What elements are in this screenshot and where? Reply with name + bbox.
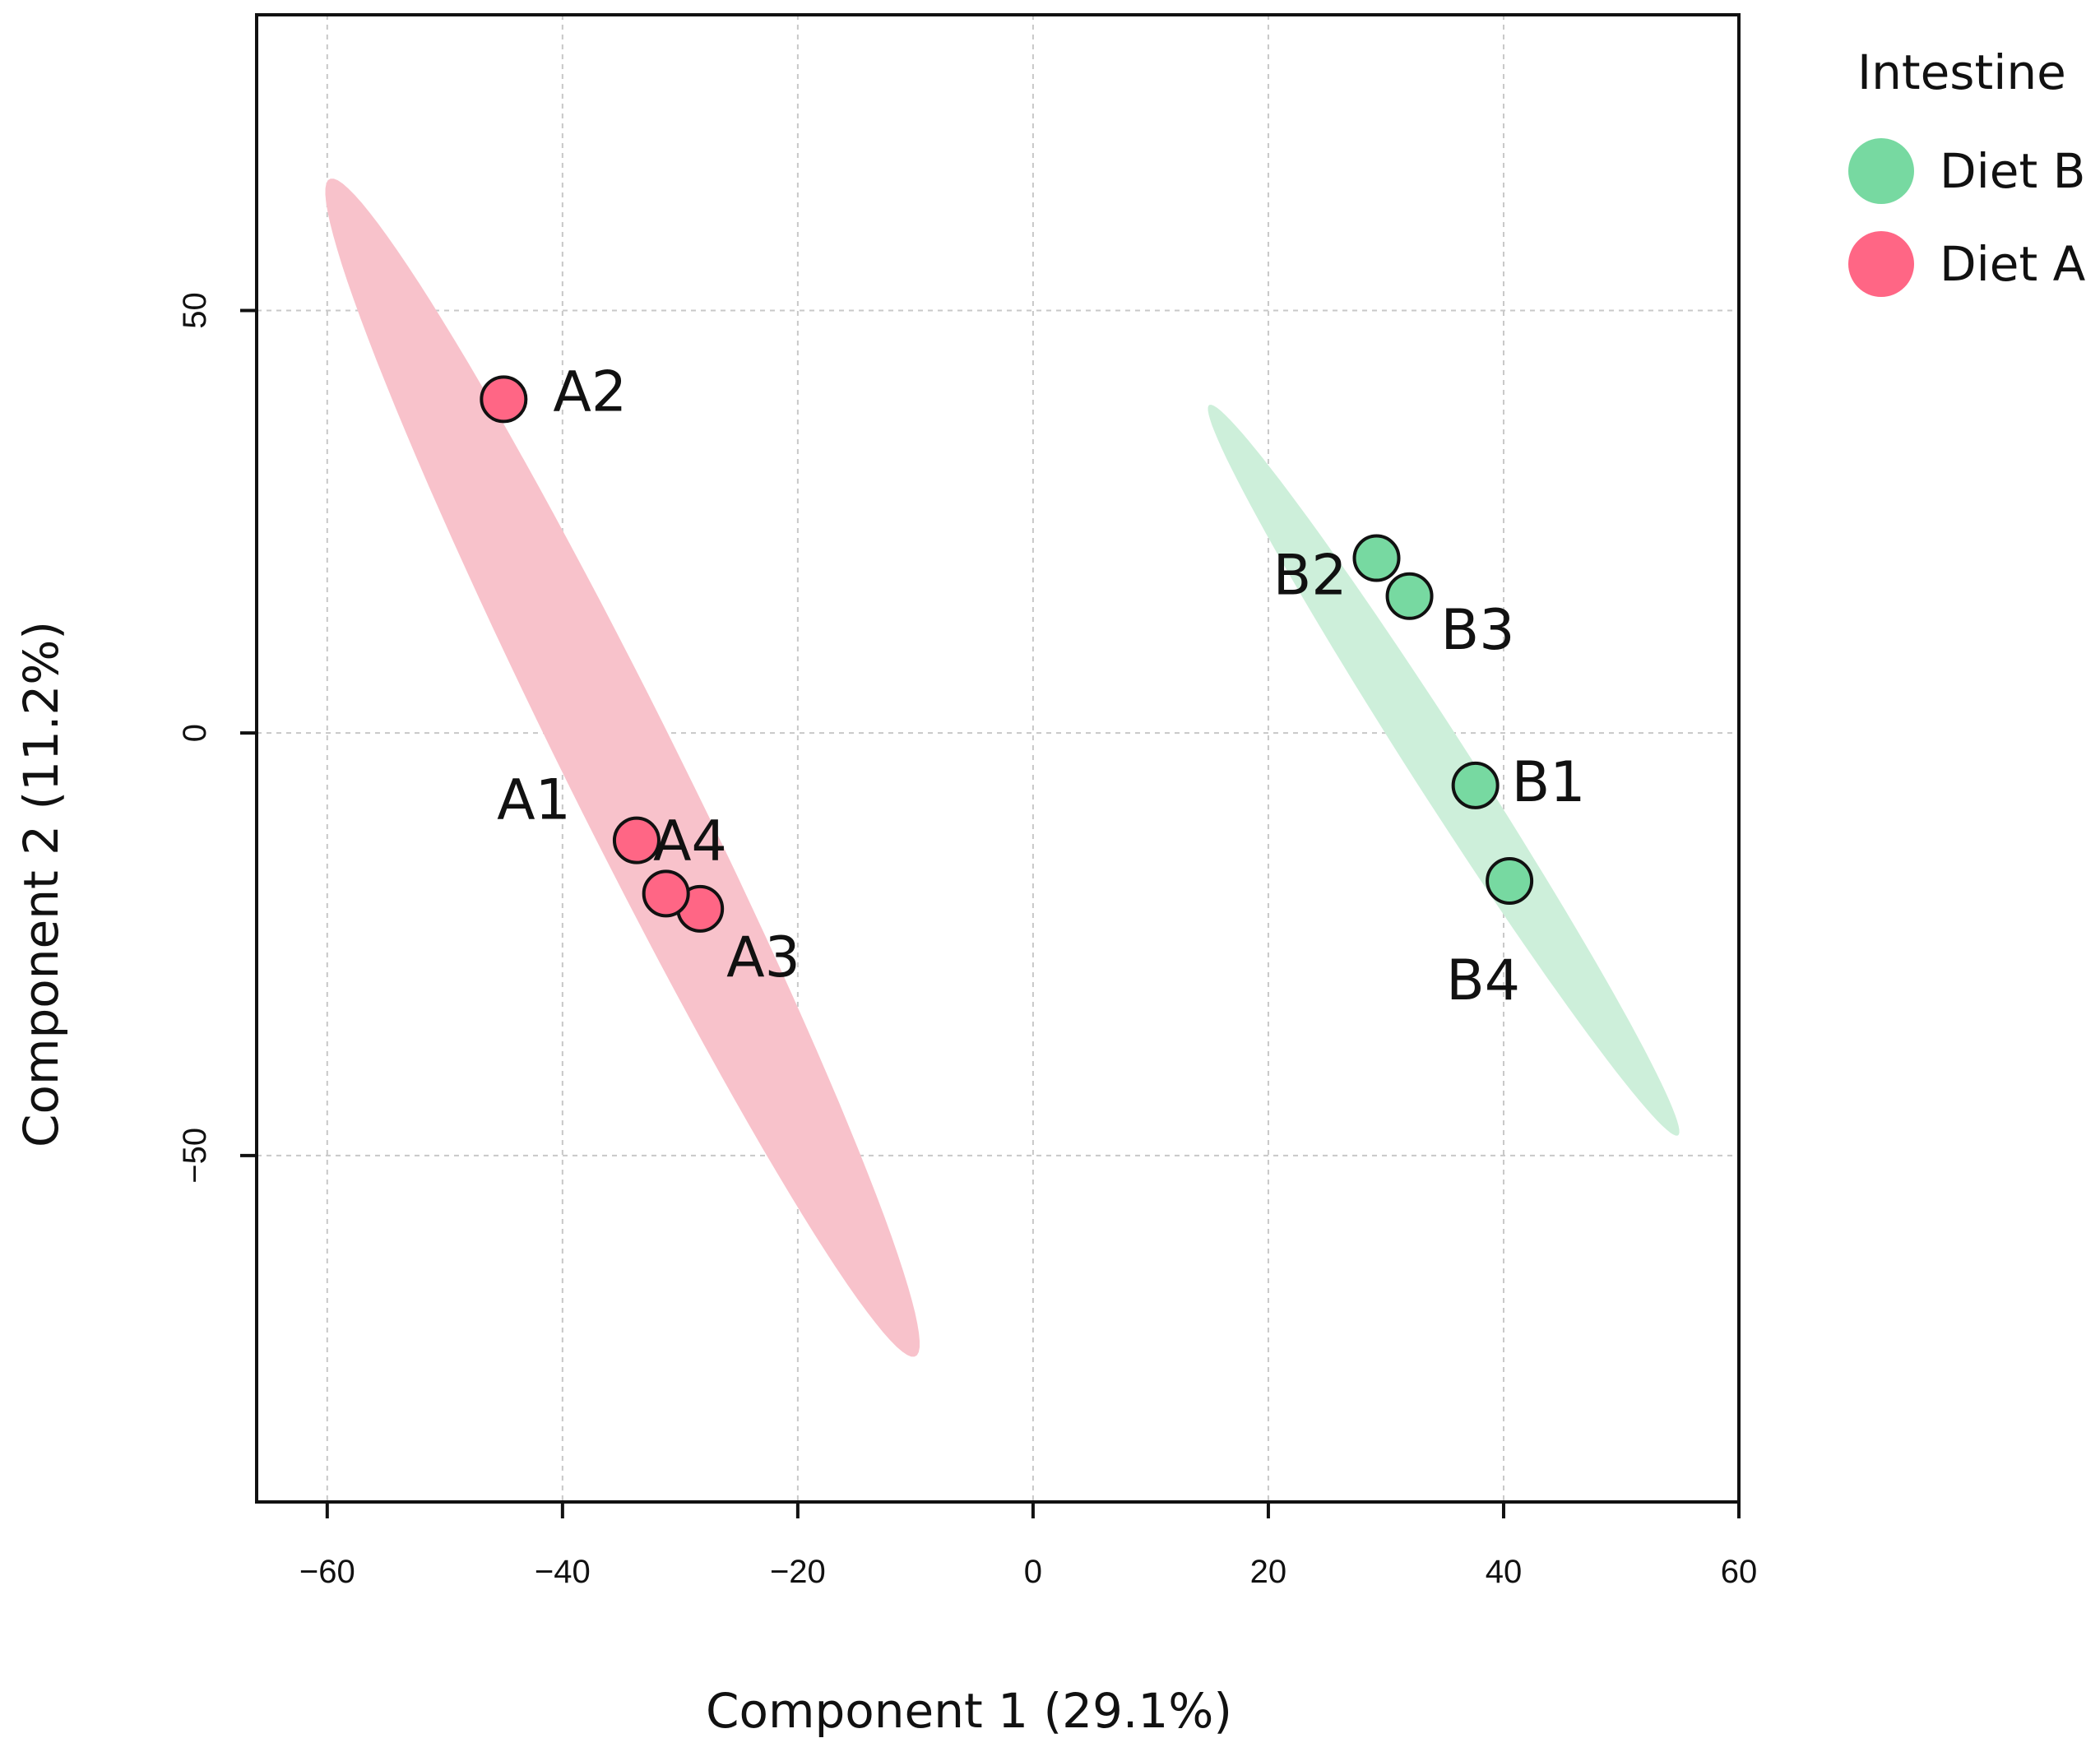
data-points [480, 375, 1534, 933]
x-tick-label: −40 [535, 1554, 591, 1590]
point-label-a1: A1 [497, 768, 571, 833]
point-label-a4: A4 [653, 809, 727, 874]
legend-title: Intestine [1857, 44, 2066, 100]
legend-label-diet-a: Diet A [1940, 236, 2086, 292]
confidence-ellipses [325, 178, 1680, 1357]
x-tick-label: 60 [1721, 1554, 1758, 1590]
x-tick-label: 0 [1024, 1554, 1042, 1590]
point-b4 [1486, 856, 1534, 905]
legend-swatch-diet-a [1848, 231, 1914, 297]
x-axis-title: Component 1 (29.1%) [706, 1683, 1232, 1739]
y-axis-title: Component 2 (11.2%) [13, 621, 69, 1147]
point-label-b2: B2 [1273, 544, 1347, 609]
point-b1 [1451, 761, 1500, 809]
point-a2 [480, 375, 528, 424]
legend-swatch-diet-b [1848, 138, 1914, 204]
x-tick-label: 20 [1250, 1554, 1287, 1590]
x-tick-label: 40 [1486, 1554, 1523, 1590]
point-b2 [1352, 534, 1401, 582]
point-label-b1: B1 [1512, 750, 1586, 815]
point-b3 [1385, 572, 1434, 620]
ellipse-diet-a [325, 178, 920, 1357]
point-label-a2: A2 [553, 359, 627, 424]
legend: Intestine Diet B Diet A [1848, 44, 2086, 297]
axes: −60 −40 −20 0 20 40 60 −50 0 50 [177, 292, 1757, 1590]
legend-label-diet-b: Diet B [1940, 143, 2085, 199]
point-labels: A1 A2 A3 A4 B1 B2 B3 B4 [497, 359, 1585, 1013]
x-tick-label: −60 [299, 1554, 355, 1590]
point-label-a3: A3 [726, 925, 800, 990]
point-a4 [642, 869, 690, 918]
ellipse-diet-b [1208, 405, 1680, 1136]
point-label-b4: B4 [1446, 948, 1520, 1013]
y-tick-label: 0 [177, 724, 213, 742]
y-tick-label: −50 [177, 1128, 213, 1184]
y-tick-label: 50 [177, 292, 213, 329]
x-tick-label: −20 [770, 1554, 826, 1590]
plot-frame [255, 13, 1741, 1504]
point-a1 [612, 816, 661, 864]
point-label-b3: B3 [1441, 598, 1515, 663]
